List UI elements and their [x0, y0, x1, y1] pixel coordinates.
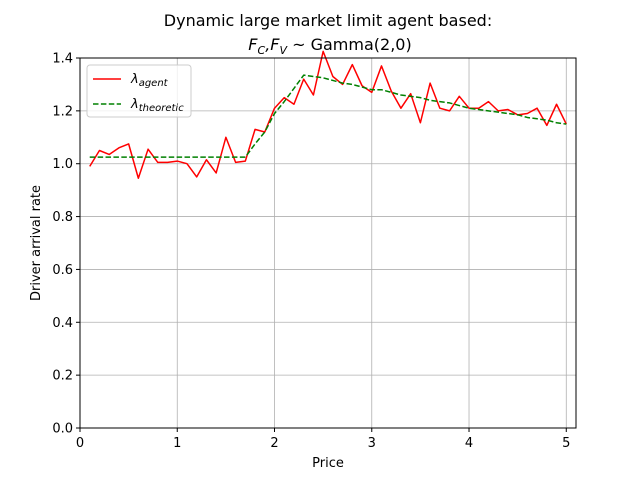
subtitle-f1: F	[248, 35, 258, 54]
series-layer	[89, 50, 567, 179]
x-axis-label: Price	[312, 456, 344, 471]
y-tick-label: 0.4	[52, 316, 73, 331]
x-tick-label: 3	[368, 436, 376, 451]
subtitle-f2: F	[270, 35, 280, 54]
x-tick-label: 1	[173, 436, 181, 451]
chart-title: Dynamic large market limit agent based:	[164, 11, 492, 30]
legend-label-agent: λagent	[130, 72, 169, 89]
y-tick-label: 1.2	[52, 104, 73, 119]
y-tick-label: 1.4	[52, 52, 73, 67]
legend-sub-agent: agent	[139, 78, 169, 89]
x-tick-label: 2	[270, 436, 278, 451]
y-tick-label: 0.2	[52, 369, 73, 384]
chart-subtitle: FC,FV ~ Gamma(2,0)	[248, 35, 411, 57]
y-tick-label: 0.0	[52, 422, 73, 437]
subtitle-sub-c: C	[258, 44, 266, 57]
legend-label-theoretic: λtheoretic	[130, 97, 184, 114]
subtitle-tail: ~ Gamma(2,0)	[287, 35, 412, 54]
x-tick-label: 4	[465, 436, 473, 451]
y-tick-label: 0.6	[52, 263, 73, 278]
series-line-agent	[89, 50, 567, 179]
x-tick-label: 5	[562, 436, 570, 451]
legend-symbol-agent: λ	[130, 72, 139, 87]
plot-frame	[79, 57, 577, 429]
y-axis-label: Driver arrival rate	[29, 185, 44, 301]
legend-sub-theoretic: theoretic	[139, 103, 184, 114]
subtitle-sep: ,	[265, 35, 270, 54]
series-line-theoretic	[89, 74, 567, 158]
x-axis-ticks: 0 1 2 3 4 5	[76, 428, 570, 451]
y-tick-label: 0.8	[52, 210, 73, 225]
x-tick-label: 0	[76, 436, 84, 451]
legend-symbol-theoretic: λ	[130, 97, 139, 112]
subtitle-sub-v: V	[279, 44, 288, 57]
y-axis-ticks: 0.0 0.2 0.4 0.6 0.8 1.0 1.2 1.4	[52, 52, 80, 437]
y-tick-label: 1.0	[52, 157, 73, 172]
legend: λagent λtheoretic	[86, 64, 192, 118]
